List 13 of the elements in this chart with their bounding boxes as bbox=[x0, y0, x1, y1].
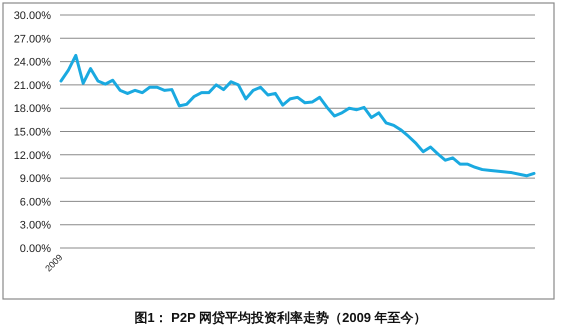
y-tick-label: 9.00% bbox=[20, 173, 52, 186]
line-series bbox=[60, 54, 536, 178]
y-tick-label: 18.00% bbox=[14, 103, 52, 116]
text: 图1： P2P 网贷平均投资利率走势（2009 年至今） bbox=[134, 310, 427, 325]
y-tick-label: 24.00% bbox=[14, 56, 52, 69]
y-tick-label: 0.00% bbox=[20, 243, 52, 255]
y-tick-label: 30.00% bbox=[14, 10, 52, 22]
y-tick-label: 15.00% bbox=[14, 126, 52, 138]
y-tick-label: 6.00% bbox=[20, 196, 52, 208]
y-tick-label: 12.00% bbox=[14, 150, 52, 162]
y-tick-label: 21.00% bbox=[14, 80, 52, 92]
y-tick-label: 27.00% bbox=[14, 33, 52, 46]
y-tick-label: 3.00% bbox=[20, 220, 52, 232]
